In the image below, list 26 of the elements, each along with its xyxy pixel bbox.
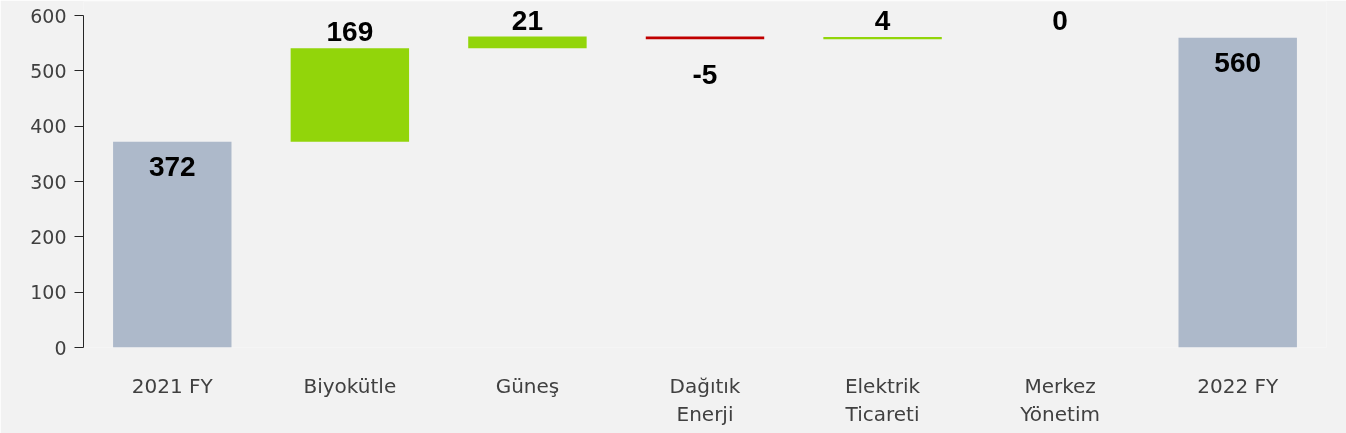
data-label: -5: [692, 59, 718, 91]
data-label: 4: [874, 5, 891, 37]
bar: [1178, 37, 1297, 348]
data-label: 560: [1214, 46, 1262, 78]
y-tick-label: 500: [30, 59, 67, 82]
y-tick-label: 400: [30, 115, 67, 138]
bar: [290, 48, 410, 142]
data-label: 169: [326, 16, 374, 48]
bar: [468, 36, 587, 49]
x-tick-label: 2021 FY: [131, 373, 214, 398]
y-tick-label: 200: [30, 225, 67, 248]
x-tick-label: Merkez Yönetim: [1019, 373, 1100, 427]
data-label: 372: [148, 150, 196, 182]
annotation: 0: [1052, 5, 1068, 37]
x-tick-label: Güneş: [495, 373, 560, 398]
y-tick-label: 100: [30, 281, 67, 304]
y-tick-label: 0: [54, 336, 67, 359]
x-tick-label: Elektrik Ticareti: [844, 373, 921, 427]
x-tick-label: 2022 FY: [1197, 373, 1279, 398]
y-tick-label: 300: [30, 170, 67, 193]
bar: [113, 141, 232, 348]
y-tick-label: 600: [30, 4, 67, 27]
x-tick-label: Biyokütle: [303, 373, 397, 398]
x-tick-label: Dağıtık Enerji: [669, 373, 741, 427]
bar: [823, 37, 942, 40]
data-label: 21: [511, 4, 544, 36]
